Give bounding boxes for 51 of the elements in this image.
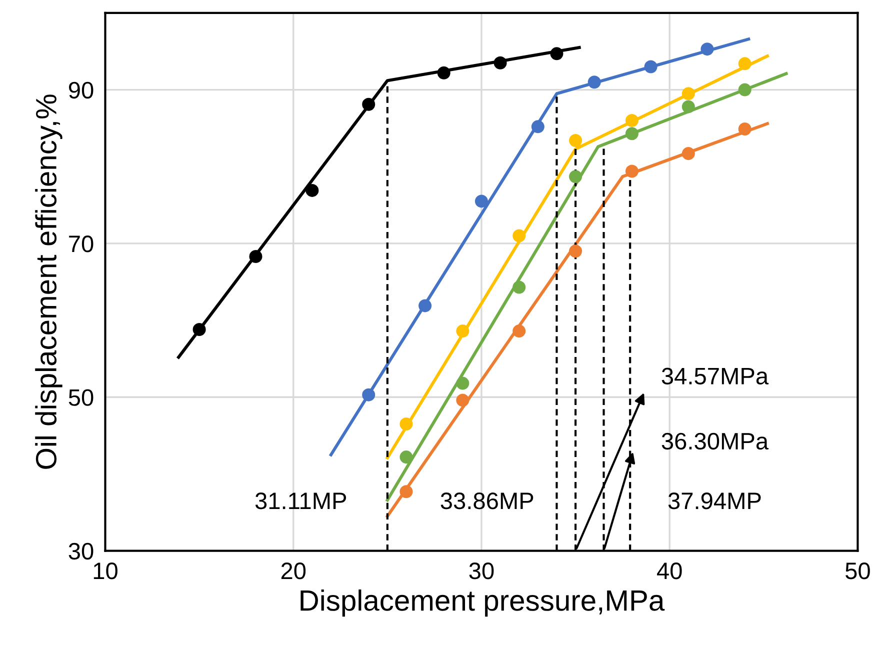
- x-tick-label: 20: [281, 562, 306, 580]
- point: [644, 60, 658, 74]
- annotation: 33.86MP: [440, 492, 534, 510]
- y-axis-title: Oil displacement efficiency,%: [35, 94, 62, 469]
- point: [437, 66, 450, 80]
- point: [738, 83, 752, 96]
- point: [569, 244, 582, 258]
- point: [550, 47, 564, 60]
- y-tick-label: 50: [68, 389, 94, 406]
- x-axis-title: Displacement pressure,MPa: [300, 589, 665, 617]
- point: [512, 324, 526, 338]
- point: [512, 280, 526, 294]
- point: [625, 127, 638, 140]
- point: [625, 164, 638, 178]
- point: [456, 324, 470, 338]
- point: [682, 100, 695, 114]
- point: [494, 56, 507, 70]
- point: [362, 388, 376, 402]
- y-tick-label: 90: [68, 82, 94, 99]
- point: [306, 184, 319, 197]
- point: [418, 299, 432, 312]
- annotation: 34.57MPa: [662, 368, 769, 384]
- point: [531, 120, 544, 134]
- y-tick-label: 30: [68, 542, 94, 560]
- annotation: 31.11MP: [255, 492, 346, 510]
- point: [738, 122, 752, 136]
- point: [512, 229, 526, 242]
- x-tick-label: 40: [657, 562, 682, 580]
- point: [682, 87, 695, 100]
- point: [569, 134, 582, 148]
- point: [400, 450, 413, 464]
- point: [682, 147, 695, 160]
- point: [738, 57, 752, 70]
- x-tick-label: 50: [846, 562, 870, 580]
- point: [569, 170, 582, 184]
- x-tick-label: 30: [469, 562, 494, 580]
- x-tick-label: 10: [94, 562, 118, 580]
- point: [588, 76, 601, 89]
- point: [362, 98, 376, 111]
- annotation: 36.30MPa: [662, 432, 769, 450]
- point: [249, 250, 262, 264]
- point: [400, 418, 413, 431]
- point: [192, 323, 206, 336]
- point: [474, 194, 488, 208]
- y-tick-label: 70: [69, 236, 94, 252]
- point: [625, 114, 638, 128]
- point: [700, 42, 714, 56]
- point: [456, 376, 470, 390]
- point: [400, 485, 413, 498]
- annotation: 37.94MP: [668, 492, 761, 510]
- point: [456, 394, 470, 407]
